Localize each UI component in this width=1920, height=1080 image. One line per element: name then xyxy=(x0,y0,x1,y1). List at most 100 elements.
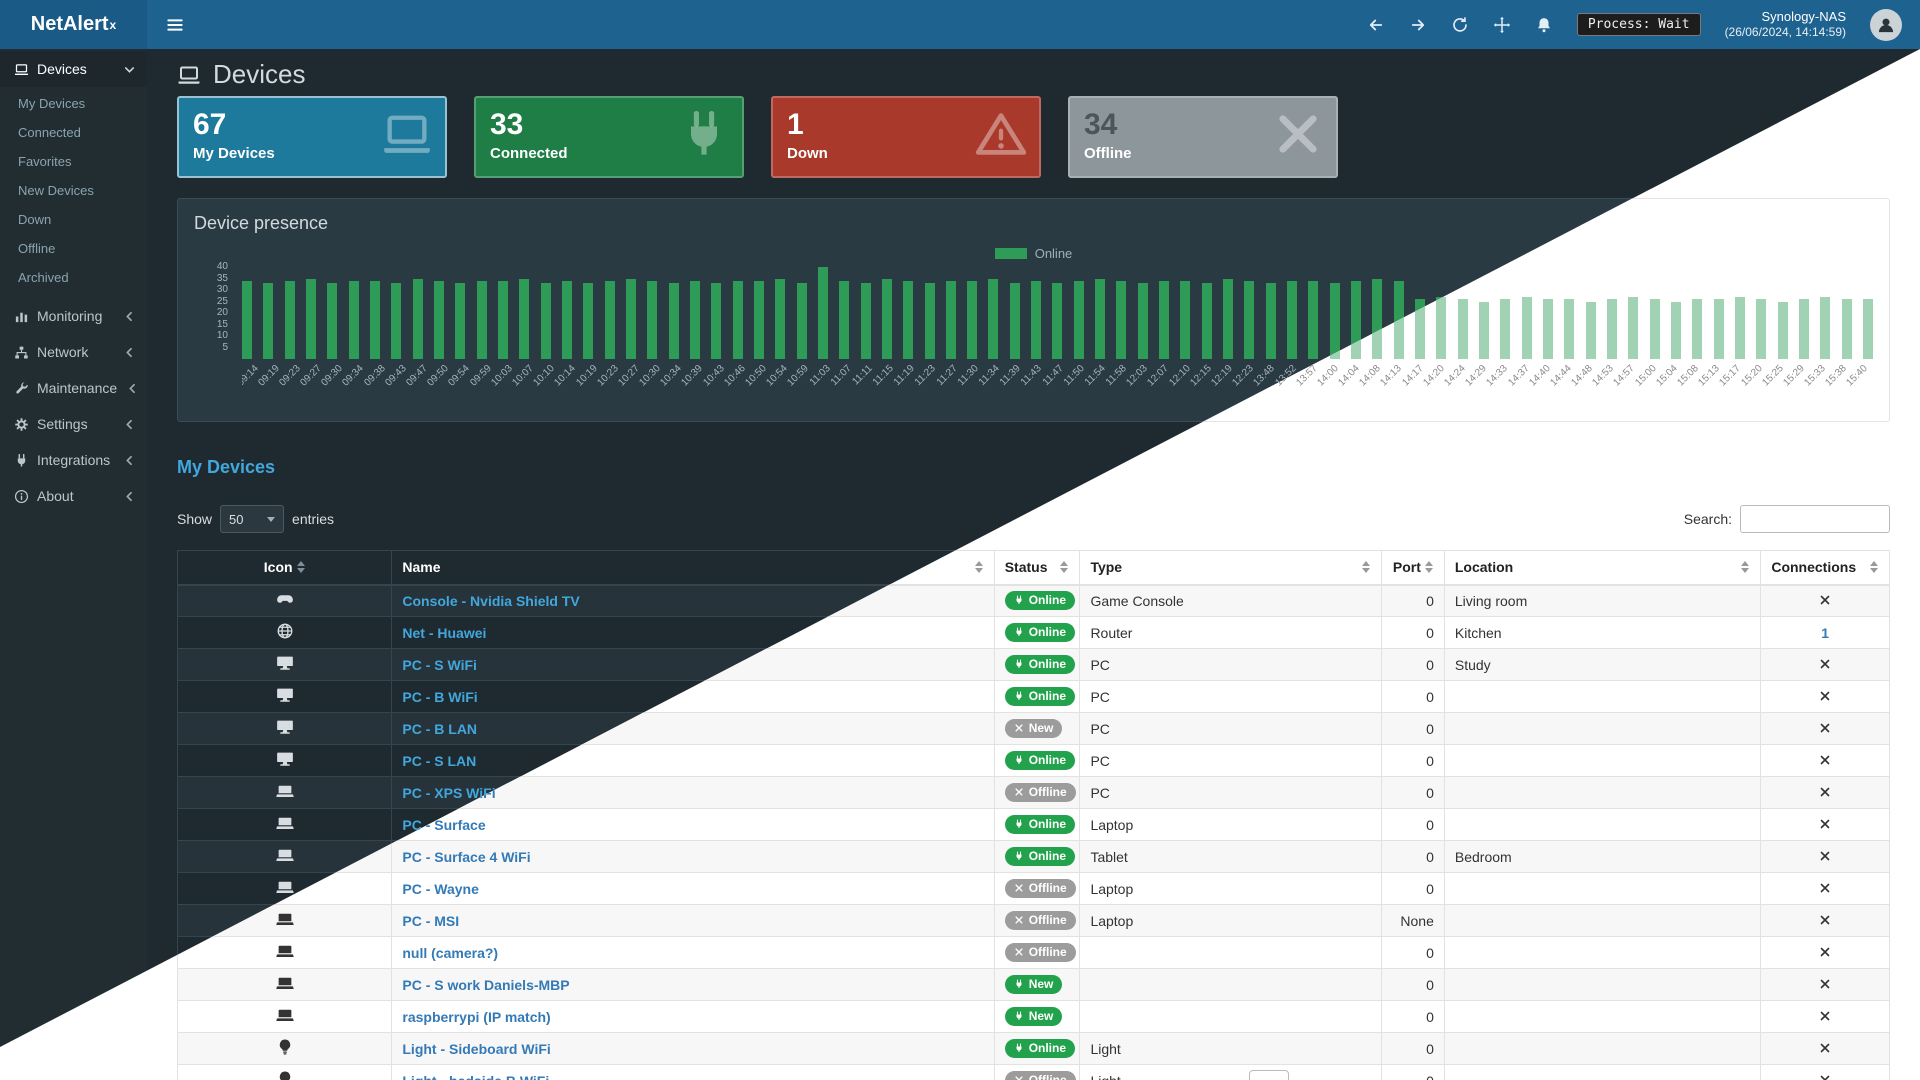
device-name-link[interactable]: PC - Wayne xyxy=(402,880,479,897)
table-row[interactable]: PC - S work Daniels-MBP New 0 xyxy=(176,968,1890,1001)
table-row[interactable]: null (camera?) Offline 0 xyxy=(176,936,1890,969)
column-header-status[interactable]: Status xyxy=(993,550,1081,586)
sidebar-item-maintenance[interactable]: Maintenance xyxy=(0,370,147,406)
chart-bar xyxy=(1479,301,1490,359)
move-icon[interactable] xyxy=(1493,16,1511,34)
device-name-link[interactable]: PC - MSI xyxy=(402,912,460,929)
x-icon xyxy=(1014,787,1024,797)
plug-icon xyxy=(1014,851,1024,861)
brand-text: NetAlert xyxy=(30,13,109,35)
column-header-name[interactable]: Name xyxy=(391,550,995,586)
summary-card-down[interactable]: 1 Down xyxy=(771,96,1041,178)
chart-bar xyxy=(497,280,508,359)
device-connections xyxy=(1760,584,1890,617)
device-name-link[interactable]: PC - B WiFi xyxy=(402,688,478,705)
pagination-current-page[interactable]: 1 xyxy=(1249,1070,1289,1080)
chevron-left-icon xyxy=(122,453,137,468)
device-name-link[interactable]: null (camera?) xyxy=(402,944,499,961)
device-port: 0 xyxy=(1380,936,1445,969)
sidebar-item-network[interactable]: Network xyxy=(0,334,147,370)
page-length-select[interactable]: 50 xyxy=(220,505,285,533)
laptop-solid-icon xyxy=(276,1006,294,1024)
device-name-link[interactable]: PC - S work Daniels-MBP xyxy=(402,976,570,993)
device-name-link[interactable]: PC - S WiFi xyxy=(402,656,477,673)
sort-icon xyxy=(974,560,984,574)
column-header-icon[interactable]: Icon xyxy=(176,550,393,586)
card-value: 1 xyxy=(787,108,804,141)
column-header-connections[interactable]: Connections xyxy=(1760,550,1890,586)
chart-bar xyxy=(796,283,807,359)
summary-card-offline[interactable]: 34 Offline xyxy=(1068,96,1338,178)
process-status-badge[interactable]: Process: Wait xyxy=(1576,13,1701,36)
chart-bar xyxy=(689,280,700,359)
sidebar-subitem-offline[interactable]: Offline xyxy=(18,241,56,256)
sidebar-subitem-down[interactable]: Down xyxy=(18,212,52,227)
sidebar-item-monitoring[interactable]: Monitoring xyxy=(0,298,147,334)
search-input[interactable] xyxy=(1740,505,1890,533)
device-name-link[interactable]: Light - bedside B WiFi xyxy=(402,1073,549,1080)
sidebar-subitem-new-devices[interactable]: New Devices xyxy=(18,183,94,198)
device-type: Game Console xyxy=(1079,584,1382,617)
sidebar-item-integrations[interactable]: Integrations xyxy=(0,442,147,478)
status-badge: Online xyxy=(1004,751,1076,770)
column-label: Type xyxy=(1090,559,1123,576)
device-name-link[interactable]: PC - B LAN xyxy=(402,720,478,737)
connections-link[interactable]: 1 xyxy=(1821,624,1830,641)
sidebar-subitem-my-devices[interactable]: My Devices xyxy=(18,96,86,111)
status-badge: Online xyxy=(1004,687,1076,706)
nav-back-icon[interactable] xyxy=(1367,16,1385,34)
card-value: 67 xyxy=(193,108,227,141)
x-icon xyxy=(1819,690,1831,702)
chart-bar xyxy=(433,280,444,359)
refresh-icon[interactable] xyxy=(1451,16,1469,34)
bell-icon[interactable] xyxy=(1535,16,1553,34)
device-name-link[interactable]: Net - Huawei xyxy=(402,624,487,641)
device-name-link[interactable]: PC - S LAN xyxy=(402,752,477,769)
legend-swatch-online xyxy=(994,247,1027,259)
device-name-link[interactable]: PC - Surface 4 WiFi xyxy=(402,848,531,865)
device-name-link[interactable]: raspberrypi (IP match) xyxy=(402,1008,551,1025)
y-tick-label: 20 xyxy=(216,307,228,318)
hamburger-icon[interactable] xyxy=(147,0,203,49)
chart-bar xyxy=(732,280,743,359)
nav-forward-icon[interactable] xyxy=(1409,16,1427,34)
laptop-solid-icon xyxy=(276,878,294,896)
chart-bar xyxy=(455,283,466,359)
device-connections xyxy=(1760,744,1890,777)
y-tick-label: 10 xyxy=(216,330,228,341)
sidebar-item-devices[interactable]: Devices xyxy=(0,51,147,87)
device-name-link[interactable]: Console - Nvidia Shield TV xyxy=(402,592,580,609)
chart-bar xyxy=(647,280,658,359)
summary-card-my-devices[interactable]: 67 My Devices xyxy=(177,96,447,178)
chart-bar xyxy=(305,278,316,359)
table-row[interactable]: raspberrypi (IP match) New 0 xyxy=(176,1000,1890,1033)
summary-card-connected[interactable]: 33 Connected xyxy=(474,96,744,178)
table-row[interactable]: Light - bedside B WiFi OfflineLight0 xyxy=(176,1064,1890,1080)
sidebar-item-about[interactable]: About xyxy=(0,478,147,514)
sidebar-subitem-connected[interactable]: Connected xyxy=(18,125,81,140)
chart-bar xyxy=(1862,299,1873,359)
device-name-link[interactable]: Light - Sideboard WiFi xyxy=(402,1040,551,1057)
laptop-solid-icon xyxy=(276,846,294,864)
device-port: 0 xyxy=(1380,648,1445,681)
chart-bar xyxy=(753,280,764,359)
avatar[interactable] xyxy=(1870,8,1902,41)
card-value: 33 xyxy=(490,108,524,141)
device-name-link[interactable]: PC - XPS WiFi xyxy=(402,784,496,801)
device-type: Laptop xyxy=(1079,872,1382,905)
sidebar-item-settings[interactable]: Settings xyxy=(0,406,147,442)
sidebar-subitem-favorites[interactable]: Favorites xyxy=(18,154,72,169)
search-label: Search: xyxy=(1683,511,1732,527)
sidebar-subitem-archived[interactable]: Archived xyxy=(18,270,69,285)
device-port: 0 xyxy=(1380,712,1445,745)
page-length-control: Show 50 entries xyxy=(177,505,334,533)
column-header-type[interactable]: Type xyxy=(1079,550,1382,586)
column-header-location[interactable]: Location xyxy=(1443,550,1762,586)
device-type xyxy=(1079,936,1382,969)
column-header-port[interactable]: Port xyxy=(1380,550,1445,586)
